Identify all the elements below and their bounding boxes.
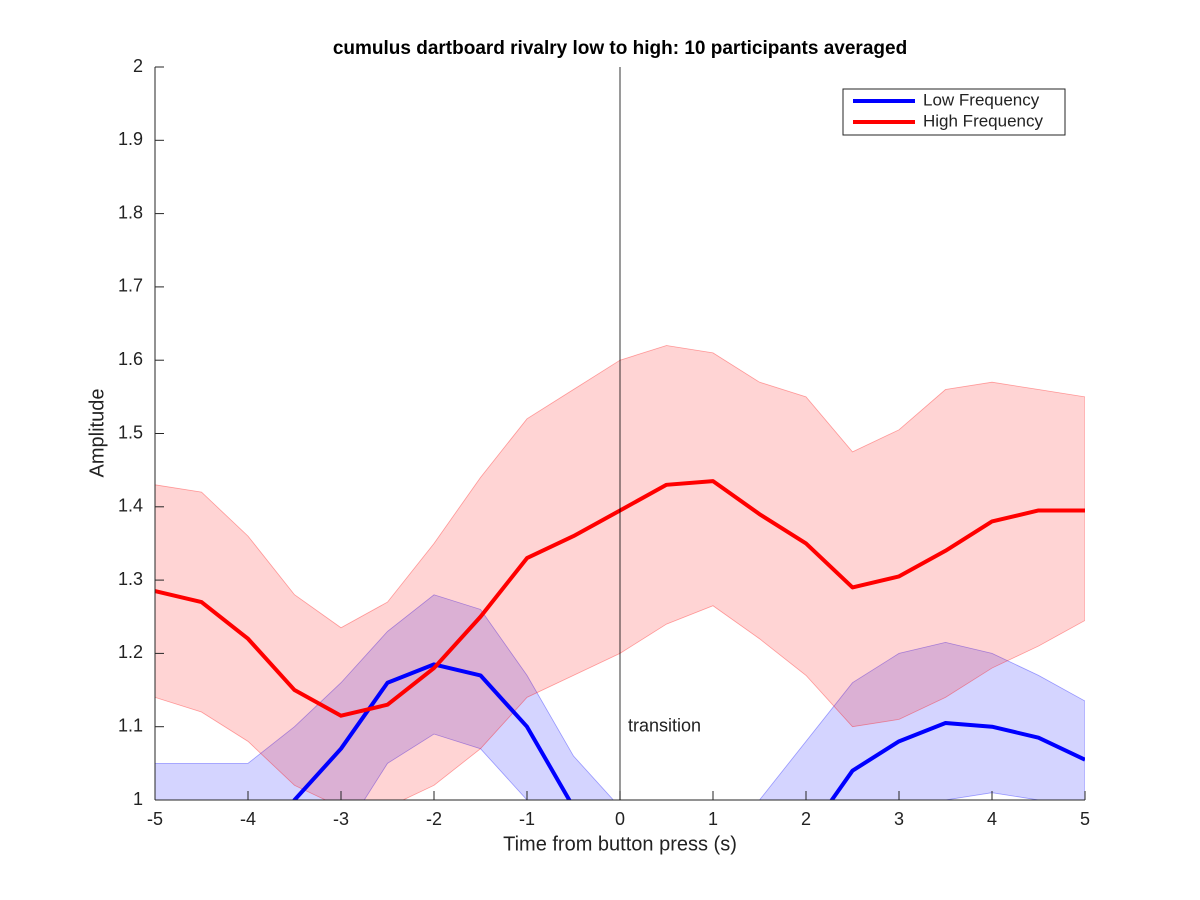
legend-box (842, 88, 1066, 136)
x-tick-label: 2 (801, 809, 811, 829)
y-tick-label: 1.4 (118, 496, 143, 516)
y-tick-label: 1.9 (118, 129, 143, 149)
x-tick-label: -1 (519, 809, 535, 829)
x-tick-label: 4 (987, 809, 997, 829)
x-axis-label: Time from button press (s) (503, 833, 737, 855)
legend-label: Low Frequency (923, 90, 1040, 109)
x-tick-label: -4 (240, 809, 256, 829)
x-tick-label: 1 (708, 809, 718, 829)
y-tick-label: 1.6 (118, 349, 143, 369)
annotation: transition (628, 715, 701, 735)
x-tick-label: 0 (615, 809, 625, 829)
series-line (292, 662, 1085, 800)
y-tick-label: 1 (133, 789, 143, 809)
y-tick-label: 1.8 (118, 202, 143, 222)
x-tick-label: 5 (1080, 809, 1090, 829)
legend-label: High Frequency (923, 111, 1044, 130)
x-tick-label: 3 (894, 809, 904, 829)
chart-title: cumulus dartboard rivalry low to high: 1… (333, 38, 907, 59)
y-tick-label: 1.3 (118, 569, 143, 589)
y-tick-label: 2 (133, 56, 143, 76)
x-tick-label: -3 (333, 809, 349, 829)
x-tick-label: -2 (426, 809, 442, 829)
y-tick-label: 1.1 (118, 715, 143, 735)
y-tick-label: 1.7 (118, 276, 143, 296)
confidence-band (155, 594, 1085, 800)
y-tick-label: 1.2 (118, 642, 143, 662)
y-tick-label: 1.5 (118, 422, 143, 442)
x-tick-label: -5 (147, 809, 163, 829)
y-axis-label: Amplitude (86, 389, 108, 478)
